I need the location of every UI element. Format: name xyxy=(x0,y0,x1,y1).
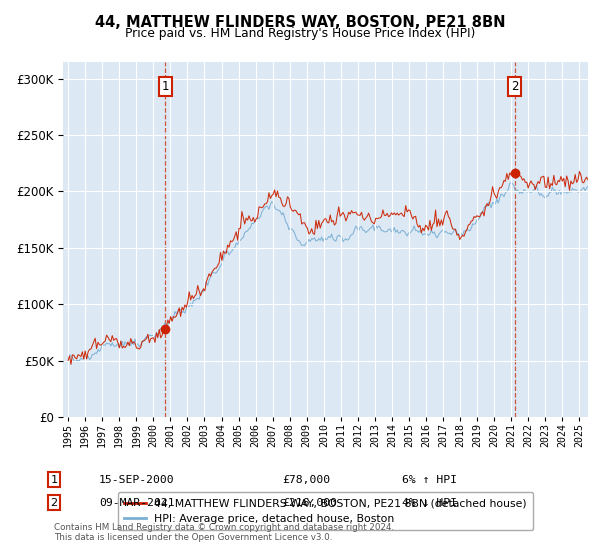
Text: This data is licensed under the Open Government Licence v3.0.: This data is licensed under the Open Gov… xyxy=(54,533,332,542)
Text: Price paid vs. HM Land Registry's House Price Index (HPI): Price paid vs. HM Land Registry's House … xyxy=(125,27,475,40)
Text: 1: 1 xyxy=(161,80,169,93)
Legend: 44, MATTHEW FLINDERS WAY, BOSTON, PE21 8BN (detached house), HPI: Average price,: 44, MATTHEW FLINDERS WAY, BOSTON, PE21 8… xyxy=(118,492,533,530)
Text: 2: 2 xyxy=(511,80,518,93)
Text: 1: 1 xyxy=(50,475,58,485)
Text: 2: 2 xyxy=(50,498,58,508)
Text: Contains HM Land Registry data © Crown copyright and database right 2024.: Contains HM Land Registry data © Crown c… xyxy=(54,523,394,532)
Text: 6% ↑ HPI: 6% ↑ HPI xyxy=(402,475,457,485)
Text: 09-MAR-2021: 09-MAR-2021 xyxy=(99,498,175,508)
Text: £78,000: £78,000 xyxy=(282,475,330,485)
Text: £216,000: £216,000 xyxy=(282,498,337,508)
Text: 15-SEP-2000: 15-SEP-2000 xyxy=(99,475,175,485)
Text: 4% ↓ HPI: 4% ↓ HPI xyxy=(402,498,457,508)
Text: 44, MATTHEW FLINDERS WAY, BOSTON, PE21 8BN: 44, MATTHEW FLINDERS WAY, BOSTON, PE21 8… xyxy=(95,15,505,30)
